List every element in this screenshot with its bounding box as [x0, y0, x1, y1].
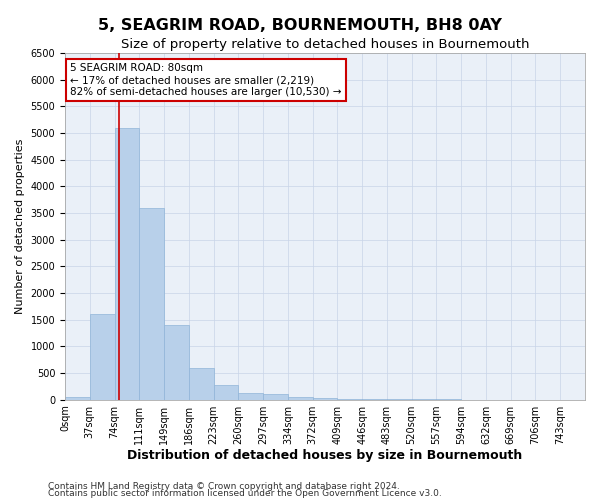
Bar [263, 394, 288, 400]
Bar [65, 397, 90, 400]
Bar [164, 325, 189, 400]
Bar [115, 128, 139, 400]
Bar [139, 208, 164, 400]
Bar [313, 398, 337, 400]
Text: Contains HM Land Registry data © Crown copyright and database right 2024.: Contains HM Land Registry data © Crown c… [48, 482, 400, 491]
Bar [337, 398, 362, 400]
Bar [90, 314, 115, 400]
Text: Contains public sector information licensed under the Open Government Licence v3: Contains public sector information licen… [48, 489, 442, 498]
Y-axis label: Number of detached properties: Number of detached properties [15, 138, 25, 314]
Bar [288, 397, 313, 400]
Title: Size of property relative to detached houses in Bournemouth: Size of property relative to detached ho… [121, 38, 529, 51]
Text: 5, SEAGRIM ROAD, BOURNEMOUTH, BH8 0AY: 5, SEAGRIM ROAD, BOURNEMOUTH, BH8 0AY [98, 18, 502, 32]
Bar [214, 384, 238, 400]
Bar [189, 368, 214, 400]
Text: 5 SEAGRIM ROAD: 80sqm
← 17% of detached houses are smaller (2,219)
82% of semi-d: 5 SEAGRIM ROAD: 80sqm ← 17% of detached … [70, 64, 342, 96]
X-axis label: Distribution of detached houses by size in Bournemouth: Distribution of detached houses by size … [127, 450, 523, 462]
Bar [238, 392, 263, 400]
Bar [362, 399, 387, 400]
